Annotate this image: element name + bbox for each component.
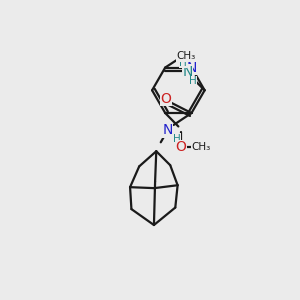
Text: O: O: [160, 92, 171, 106]
Text: H: H: [179, 58, 187, 68]
Text: H: H: [189, 76, 196, 86]
Text: CH₃: CH₃: [176, 51, 196, 61]
Text: N: N: [182, 65, 193, 79]
Text: CH₃: CH₃: [191, 142, 211, 152]
Text: H: H: [173, 134, 181, 144]
Text: N: N: [186, 61, 197, 74]
Text: O: O: [175, 140, 186, 154]
Text: N: N: [162, 123, 173, 137]
